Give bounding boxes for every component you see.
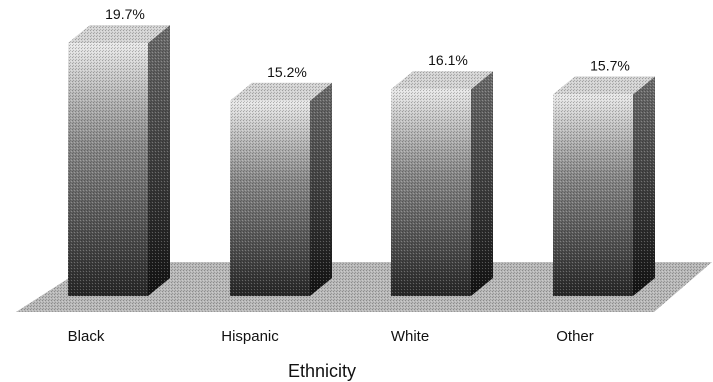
value-labels-group: 19.7% 15.2% 16.1% 15.7% (105, 6, 630, 80)
bar-hispanic (230, 82, 332, 297)
category-labels-group: Black Hispanic White Other (68, 328, 594, 345)
category-label-black: Black (68, 328, 105, 345)
bar-black (68, 25, 170, 296)
bars-group (68, 25, 655, 297)
value-label-black: 19.7% (105, 6, 145, 22)
category-label-white: White (391, 328, 429, 345)
bar-other (553, 76, 655, 296)
value-label-hispanic: 15.2% (267, 64, 307, 80)
x-axis-title: Ethnicity (288, 361, 356, 381)
category-label-hispanic: Hispanic (221, 328, 279, 345)
value-label-other: 15.7% (590, 57, 630, 73)
value-label-white: 16.1% (428, 52, 468, 68)
chart-floor (16, 262, 712, 312)
bar-white (391, 71, 493, 296)
category-label-other: Other (556, 328, 594, 345)
